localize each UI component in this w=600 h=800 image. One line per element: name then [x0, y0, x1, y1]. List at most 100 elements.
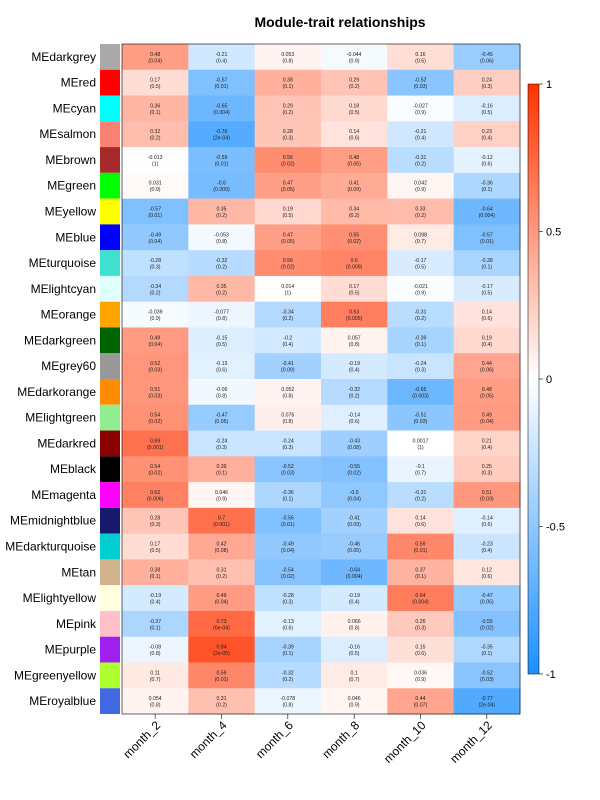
cell-pvalue-label: (0.1)	[150, 625, 161, 631]
cell-correlation-label: -0.5	[350, 490, 359, 496]
heatmap-cell	[320, 456, 388, 483]
cell-pvalue-label: (0.01)	[414, 548, 428, 554]
module-color-strip	[100, 44, 120, 715]
cell-pvalue-label: (0.01)	[215, 161, 229, 167]
cell-pvalue-label: (0.9)	[150, 187, 161, 193]
heatmap-cell	[453, 44, 521, 71]
heatmap-cell	[320, 301, 388, 328]
column-label: month_4	[187, 718, 230, 761]
row-label: MEturquoise	[29, 256, 97, 270]
cell-correlation-label: -0.1	[416, 464, 425, 470]
heatmap-cell	[387, 379, 455, 406]
row-label: MEmidnightblue	[10, 514, 96, 528]
heatmap-cell	[188, 198, 256, 225]
cell-pvalue-label: (0.2)	[415, 316, 426, 322]
cell-pvalue-label: (0.04)	[281, 548, 295, 554]
cell-correlation-label: 0.38	[150, 567, 160, 573]
row-label: MEyellow	[45, 205, 97, 219]
heatmap-cells: 0.48(0.04)-0.21(0.4)0.053(0.8)-0.044(0.9…	[122, 44, 521, 715]
module-color-swatch	[100, 224, 120, 251]
heatmap-cell	[254, 275, 322, 303]
cell-pvalue-label: (0.2)	[216, 213, 227, 219]
cell-correlation-label: -0.28	[149, 258, 161, 264]
cell-pvalue-label: (0.001)	[147, 445, 164, 451]
cell-pvalue-label: (0.02)	[347, 239, 361, 245]
cell-pvalue-label: (1)	[152, 161, 159, 167]
cell-correlation-label: 0.84	[216, 645, 226, 651]
cell-correlation-label: -0.31	[415, 310, 427, 316]
cell-correlation-label: -0.41	[348, 516, 360, 522]
row-label: MElightcyan	[31, 282, 96, 296]
cell-pvalue-label: (1)	[285, 290, 292, 296]
cell-correlation-label: 0.057	[348, 335, 361, 341]
cell-correlation-label: 0.47	[283, 232, 293, 238]
row-label: MEcyan	[53, 101, 96, 115]
cell-pvalue-label: (0.3)	[150, 522, 161, 528]
cell-pvalue-label: (2e-04)	[478, 703, 495, 709]
cell-pvalue-label: (0.9)	[415, 290, 426, 296]
heatmap-cell	[188, 559, 256, 586]
cell-correlation-label: 0.48	[482, 387, 492, 393]
cell-correlation-label: 0.41	[349, 181, 359, 187]
cell-correlation-label: -0.24	[216, 438, 228, 444]
cell-pvalue-label: (0.1)	[282, 651, 293, 657]
heatmap-cell	[254, 507, 322, 535]
cell-pvalue-label: (0.2)	[216, 265, 227, 271]
cell-pvalue-label: (0.6)	[282, 625, 293, 631]
cell-pvalue-label: (0.6)	[349, 136, 360, 142]
heatmap-cell	[453, 404, 521, 432]
row-label: MEroyalblue	[29, 694, 96, 708]
heatmap-cell	[122, 327, 189, 354]
cell-pvalue-label: (0.3)	[216, 445, 227, 451]
cell-correlation-label: 0.55	[349, 232, 359, 238]
heatmap-cell	[453, 636, 521, 663]
cell-correlation-label: 0.031	[149, 181, 162, 187]
cell-pvalue-label: (0.2)	[150, 290, 161, 296]
heatmap-cell	[188, 172, 256, 200]
heatmap-cell	[188, 688, 256, 715]
cell-pvalue-label: (0.2)	[282, 677, 293, 683]
cell-correlation-label: -0.13	[216, 361, 228, 367]
cell-correlation-label: 0.48	[349, 155, 359, 161]
cell-correlation-label: 0.49	[150, 335, 160, 341]
cell-pvalue-label: (0.4)	[481, 445, 492, 451]
cell-correlation-label: -0.56	[282, 516, 294, 522]
heatmap-cell	[453, 327, 521, 354]
cell-correlation-label: -0.36	[481, 181, 493, 187]
heatmap-cell	[453, 198, 521, 225]
heatmap-cell	[188, 482, 256, 509]
heatmap-cell	[254, 379, 322, 406]
row-label: MEdarkred	[37, 436, 96, 450]
cell-correlation-label: 0.59	[216, 670, 226, 676]
heatmap-cell	[453, 456, 521, 483]
column-label: month_2	[120, 718, 163, 761]
cell-correlation-label: 0.14	[349, 129, 359, 135]
row-label: MEblue	[55, 230, 96, 244]
heatmap-cell	[254, 430, 322, 457]
heatmap-cell	[122, 456, 189, 483]
cell-correlation-label: -0.35	[481, 645, 493, 651]
colorbar-tick-label: -1	[546, 669, 556, 681]
heatmap-cell	[122, 172, 189, 200]
heatmap-cell	[320, 121, 388, 148]
cell-pvalue-label: (0.3)	[481, 471, 492, 477]
cell-correlation-label: 0.23	[482, 129, 492, 135]
cell-correlation-label: -0.54	[282, 567, 294, 573]
cell-pvalue-label: (0.04)	[215, 600, 229, 606]
cell-pvalue-label: (0.4)	[481, 548, 492, 554]
heatmap-cell	[387, 533, 455, 560]
cell-pvalue-label: (0.005)	[346, 316, 363, 322]
heatmap-cell	[453, 585, 521, 612]
heatmap-cell	[254, 610, 322, 638]
heatmap-cell	[387, 610, 455, 638]
module-color-swatch	[100, 688, 120, 715]
heatmap-cell	[320, 404, 388, 432]
cell-pvalue-label: (0.03)	[414, 84, 428, 90]
cell-correlation-label: -0.55	[348, 464, 360, 470]
cell-pvalue-label: (0.6)	[415, 522, 426, 528]
cell-pvalue-label: (0.3)	[481, 84, 492, 90]
heatmap-cell	[320, 559, 388, 586]
cell-pvalue-label: (0.03)	[148, 393, 162, 399]
cell-correlation-label: -0.65	[415, 387, 427, 393]
cell-pvalue-label: (0.6)	[216, 368, 227, 374]
